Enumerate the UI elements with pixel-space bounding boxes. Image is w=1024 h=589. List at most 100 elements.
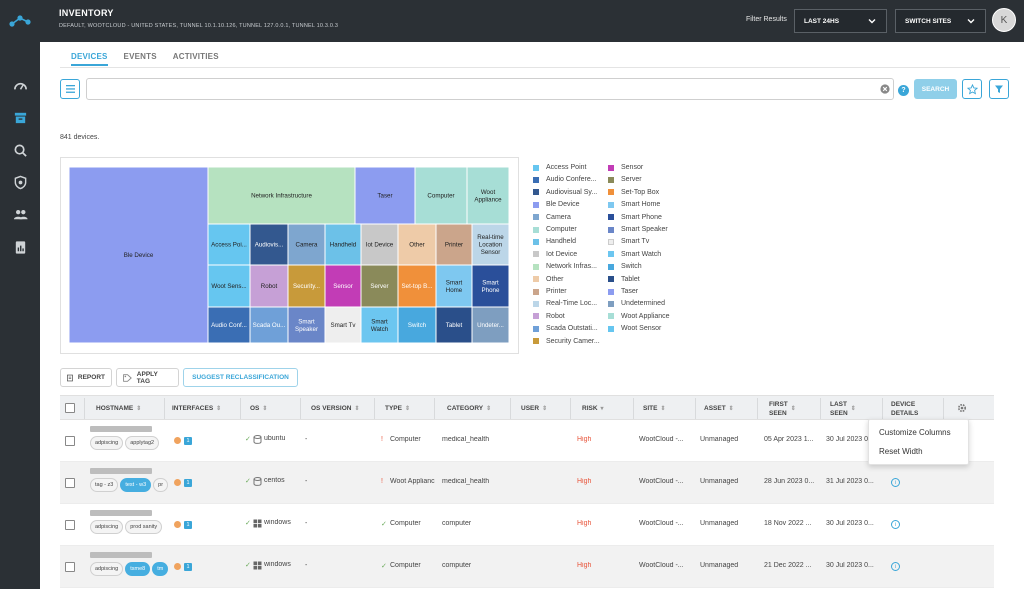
column-divider[interactable] [240,398,241,419]
treemap-cell[interactable] [324,306,362,344]
column-header[interactable]: OS VERSION ⇕ [311,396,360,421]
legend-item[interactable]: Smart Watch [608,251,661,258]
brand-logo-icon[interactable] [8,10,32,30]
column-header[interactable]: INTERFACES ⇕ [172,396,221,421]
column-header[interactable]: RISK ▾ [582,396,604,421]
device-tag[interactable]: tsme8 [125,562,151,576]
column-header[interactable]: FIRST SEEN ⇕ [769,396,796,421]
sort-icon[interactable]: ⇕ [486,406,492,412]
dashboard-gauge-icon[interactable] [0,72,40,100]
treemap-cell[interactable] [471,306,510,344]
legend-item[interactable]: Audiovisual Sy... [533,189,597,196]
column-divider[interactable] [695,398,696,419]
legend-item[interactable]: Smart Home [608,201,660,208]
row-checkbox[interactable] [65,478,75,488]
sort-icon[interactable]: ⇕ [728,406,734,412]
report-button[interactable]: REPORT [60,368,112,387]
column-header[interactable]: HOSTNAME ⇕ [96,396,141,421]
device-details-info-icon[interactable]: i [891,478,900,487]
treemap-cell[interactable] [471,264,510,308]
treemap-cell[interactable] [466,167,510,225]
funnel-filter-button[interactable] [989,79,1009,99]
help-icon[interactable]: ? [898,85,909,96]
legend-item[interactable]: Woot Sensor [608,325,661,332]
column-divider[interactable] [633,398,634,419]
table-row[interactable]: tag - z3 test - w3 pr 1 ✓ centos -! Woot Applia… [60,462,994,504]
treemap-cell[interactable] [207,167,356,225]
sort-icon[interactable]: ⇕ [660,406,666,412]
treemap-cell[interactable] [249,306,289,344]
row-checkbox[interactable] [65,520,75,530]
search-input[interactable] [86,78,894,100]
legend-item[interactable]: Sensor [608,164,643,171]
device-tag[interactable]: adpiscing [90,520,124,534]
tab-activities[interactable]: ACTIVITIES [172,52,219,61]
filter-menu-button[interactable] [60,79,80,99]
table-row[interactable]: adpiscing applytag2 1 ✓ ubuntu -! Computer medi… [60,420,994,462]
legend-item[interactable]: Taser [608,288,638,295]
legend-item[interactable]: Server [608,176,642,183]
device-tag[interactable]: test - w3 [120,478,152,492]
legend-item[interactable]: Real-Time Loc... [533,300,597,307]
tab-events[interactable]: EVENTS [123,52,157,61]
legend-item[interactable]: Computer [533,226,577,233]
device-tag[interactable]: tm [152,562,169,576]
treemap-cell[interactable] [69,167,209,344]
column-divider[interactable] [820,398,821,419]
legend-item[interactable]: Other [533,276,564,283]
treemap-cell[interactable] [360,306,399,344]
column-header[interactable]: OS ⇕ [250,396,267,421]
suggest-reclassification-button[interactable]: SUGGEST RECLASSIFICATION [183,368,298,387]
column-divider[interactable] [510,398,511,419]
legend-item[interactable]: Security Camer... [533,338,600,345]
column-divider[interactable] [757,398,758,419]
sort-icon[interactable]: ⇕ [404,406,411,412]
device-tag[interactable]: tag - z3 [90,478,119,492]
interface-count-badge[interactable]: 1 [184,437,192,445]
inventory-box-icon[interactable] [0,103,40,131]
column-divider[interactable] [882,398,883,419]
users-icon[interactable] [0,200,40,228]
legend-item[interactable]: Undetermined [608,300,665,307]
row-checkbox[interactable] [65,562,75,572]
table-row[interactable]: adpiscing tsme8 tm 1 ✓ windows - ✓ Computer compu… [60,546,994,588]
treemap-cell[interactable] [287,306,326,344]
legend-item[interactable]: Iot Device [533,251,577,258]
treemap-cell[interactable] [324,264,362,308]
clear-search-icon[interactable] [880,84,890,94]
gear-icon[interactable] [957,403,967,413]
table-row[interactable]: adpiscing prod sanity 1 ✓ windows - ✓ Computer c… [60,504,994,546]
legend-item[interactable]: Smart Speaker [608,226,668,233]
sort-icon[interactable]: ⇕ [216,406,222,412]
treemap-cell[interactable] [207,264,251,308]
treemap-cell[interactable] [287,264,326,308]
sort-icon[interactable]: ⇕ [136,406,142,412]
treemap-cell[interactable] [397,264,437,308]
treemap-cell[interactable] [207,223,251,266]
column-header[interactable]: DEVICE DETAILS [891,396,918,421]
treemap-cell[interactable] [471,223,510,266]
legend-item[interactable]: Camera [533,214,571,221]
device-details-info-icon[interactable]: i [891,562,900,571]
legend-item[interactable]: Set-Top Box [608,189,659,196]
switch-sites-select[interactable]: SWITCH SITES [895,9,986,33]
column-header[interactable]: USER ⇕ [521,396,547,421]
legend-item[interactable]: Smart Tv [608,238,649,245]
device-tag[interactable]: prod sanity [125,520,163,534]
time-range-select[interactable]: LAST 24HS [794,9,887,33]
treemap-cell[interactable] [397,223,437,266]
column-header[interactable]: SITE ⇕ [643,396,665,421]
reset-width-item[interactable]: Reset Width [879,447,923,456]
sort-icon[interactable]: ⇕ [262,406,268,412]
legend-item[interactable]: Scada Outstati... [533,325,598,332]
treemap-cell[interactable] [414,167,468,225]
search-nav-icon[interactable] [0,136,40,164]
report-document-icon[interactable] [0,233,40,261]
treemap-cell[interactable] [207,306,251,344]
sort-icon[interactable]: ⇕ [354,406,360,412]
sort-icon[interactable]: ⇕ [850,406,856,412]
apply-tag-button[interactable]: APPLY TAG [116,368,179,387]
sort-icon[interactable]: ⇕ [790,406,796,412]
search-button[interactable]: SEARCH [914,79,957,99]
column-divider[interactable] [300,398,301,419]
